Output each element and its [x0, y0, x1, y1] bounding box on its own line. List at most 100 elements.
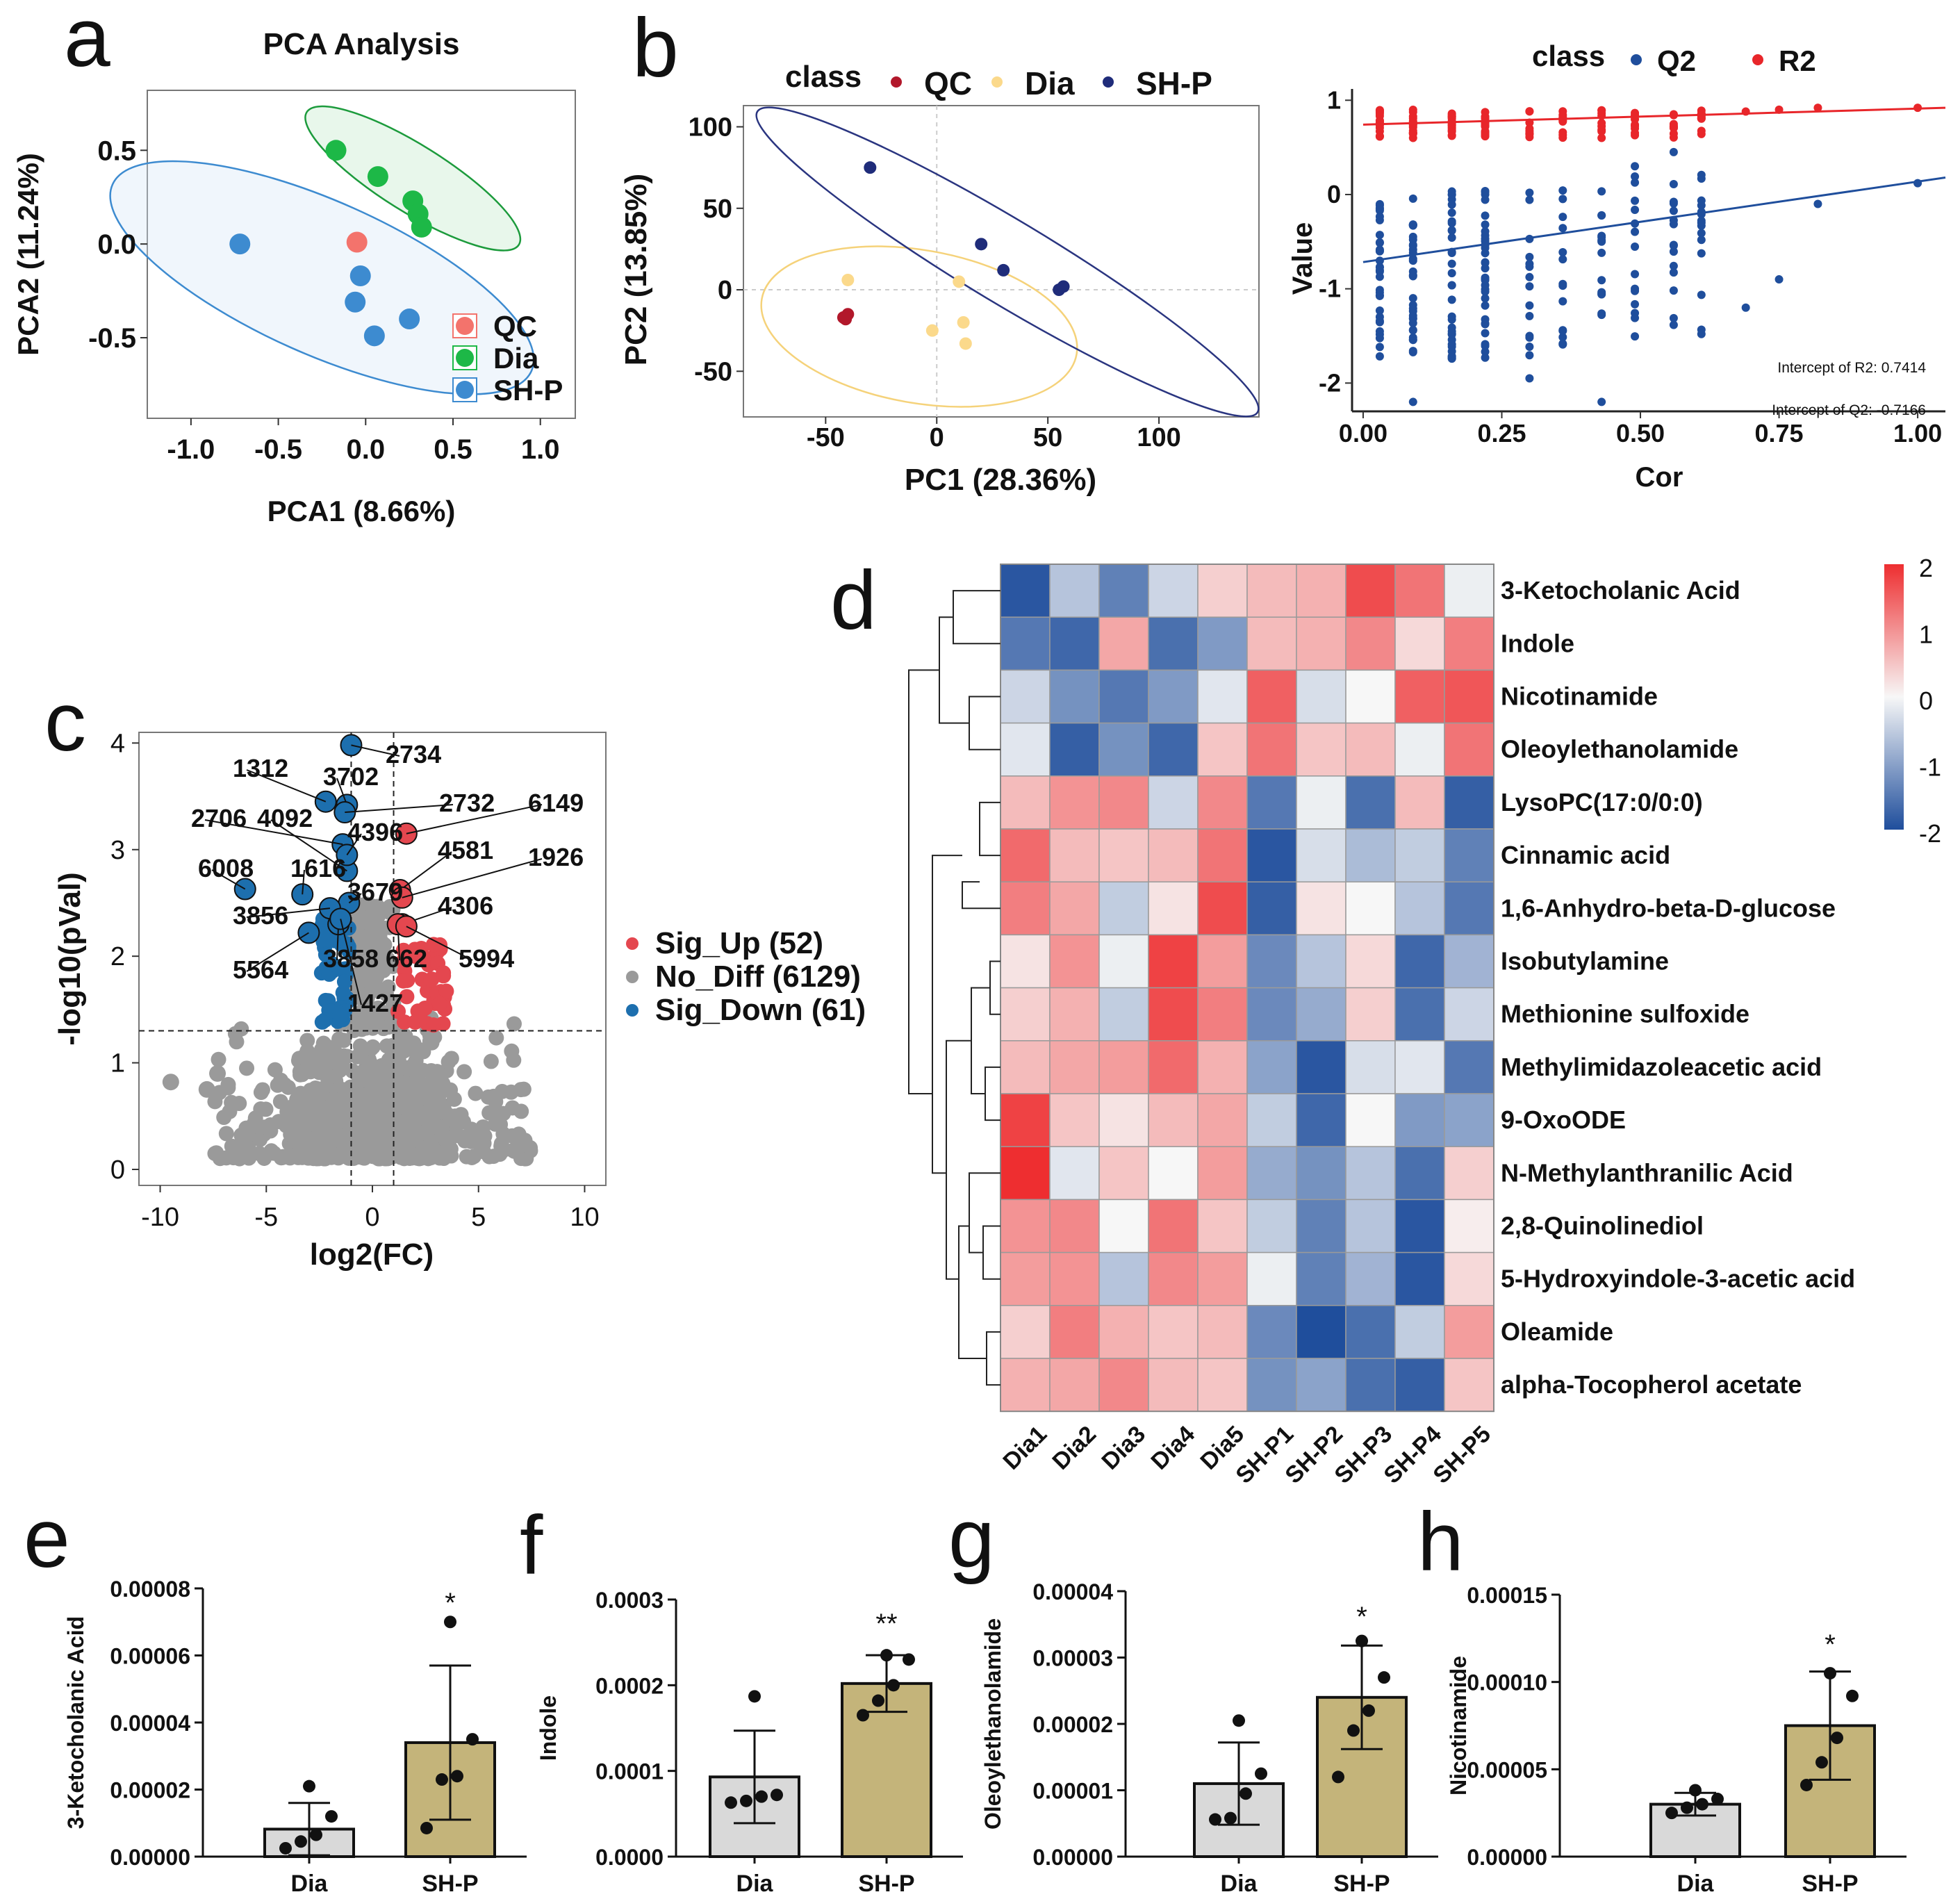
- heatmap-cell: [1345, 987, 1396, 1042]
- point-label-2732: 2732: [439, 789, 495, 817]
- point-no-diff: [198, 1080, 215, 1098]
- y-tick-label: 0.00002: [1032, 1712, 1113, 1737]
- dendrogram-branch: [971, 987, 990, 1094]
- point-dia: [841, 273, 855, 286]
- point-no-diff: [416, 1124, 432, 1140]
- heatmap-cell: [1098, 722, 1149, 777]
- column-label: Dia4: [1146, 1421, 1200, 1475]
- panel-letter-e: e: [24, 1492, 70, 1585]
- point-no-diff: [220, 1076, 236, 1092]
- heatmap-cell: [1394, 722, 1445, 777]
- q2-point: [1697, 329, 1706, 338]
- panel-h-bar: 0.00000 0.00005 0.00010 0.00015 Nicotinamide…: [1446, 1583, 1907, 1897]
- heatmap-cell: [1049, 616, 1100, 671]
- heatmap-cell: [1345, 881, 1396, 936]
- point-sig-up: [399, 989, 415, 1005]
- data-point: [1815, 1756, 1828, 1769]
- q2-point: [1631, 332, 1640, 341]
- q2-point: [1408, 245, 1417, 254]
- heatmap-cell: [1246, 669, 1297, 724]
- point-no-diff: [513, 1103, 529, 1119]
- heatmap-cell: [1197, 564, 1248, 618]
- q2-point: [1375, 238, 1384, 247]
- heatmap-cell: [1049, 1251, 1100, 1306]
- point-label-2706: 2706: [191, 804, 247, 832]
- y-tick-label: 0.00006: [110, 1644, 190, 1669]
- x-tick-label: -10: [141, 1203, 179, 1232]
- point-no-diff: [233, 1127, 249, 1143]
- q2-point: [1631, 162, 1640, 171]
- q2-point: [1481, 211, 1490, 220]
- data-point: [451, 1770, 463, 1783]
- x-tick-label: 50: [1033, 423, 1062, 452]
- row-label: Cinnamic acid: [1501, 841, 1670, 869]
- dendrogram-branch: [953, 590, 1000, 645]
- heatmap-cell: [1345, 934, 1396, 989]
- point-no-diff: [380, 979, 396, 995]
- y-tick-label: 0: [718, 276, 732, 305]
- point-no-diff: [463, 1121, 479, 1137]
- point-no-diff: [273, 1072, 289, 1088]
- q2-point: [1375, 263, 1384, 272]
- column-label: Dia2: [1047, 1421, 1101, 1475]
- heatmap-cell: [1345, 1093, 1396, 1147]
- heatmap-cell: [1296, 775, 1347, 830]
- x-tick-label: Dia: [1221, 1871, 1258, 1897]
- y-axis-label: Value: [1287, 222, 1318, 295]
- r2-point: [1669, 110, 1678, 119]
- point-dia: [925, 324, 939, 337]
- point-sh-p: [349, 265, 371, 287]
- point-no-diff: [504, 1043, 520, 1059]
- q2-point: [1631, 172, 1640, 181]
- heatmap-cell: [1148, 1199, 1199, 1253]
- panel-c-volcano: 2734 1312 3702 2732 6149 2706 4092 4396 6008 1616…: [53, 729, 866, 1272]
- q2-point: [1913, 179, 1922, 188]
- q2-point: [1631, 286, 1640, 295]
- heatmap-cell: [1049, 828, 1100, 882]
- point-no-diff: [283, 1099, 299, 1115]
- legend-marker-sig_down: [626, 1004, 639, 1017]
- q2-point: [1408, 347, 1417, 356]
- heatmap-cell: [1148, 1093, 1199, 1147]
- point-label-3702: 3702: [323, 762, 379, 791]
- y-tick-label: 0.00000: [110, 1845, 190, 1870]
- point-sh-p: [975, 238, 988, 251]
- y-tick-label: 100: [689, 113, 732, 142]
- q2-point: [1697, 290, 1706, 299]
- q2-point: [1481, 227, 1490, 236]
- row-label: Isobutylamine: [1501, 947, 1669, 976]
- point-no-diff: [435, 1126, 451, 1142]
- point-sig-up: [417, 1000, 433, 1016]
- r2-point: [1375, 131, 1384, 140]
- heatmap-cell: [1148, 828, 1199, 882]
- q2-point: [1408, 220, 1417, 229]
- y-axis-label: 3-Ketocholanic Acid: [63, 1616, 88, 1829]
- x-tick-label: Dia: [1677, 1871, 1715, 1897]
- heatmap-cell: [1049, 881, 1100, 936]
- q2-point: [1669, 261, 1678, 270]
- heatmap-cell: [1394, 1358, 1445, 1412]
- q2-point: [1669, 197, 1678, 206]
- x-tick-label: 0.5: [434, 434, 472, 465]
- q2-point: [1558, 327, 1567, 336]
- q2-point: [1481, 341, 1490, 350]
- point-sh-p: [997, 263, 1010, 277]
- q2-point: [1558, 186, 1567, 195]
- x-tick-label: -50: [807, 423, 845, 452]
- heatmap-cell: [1444, 775, 1494, 830]
- heatmap-cell: [1049, 987, 1100, 1042]
- q2-point: [1481, 274, 1490, 283]
- heatmap-cell: [1098, 987, 1149, 1042]
- q2-point: [1447, 342, 1456, 351]
- point-no-diff: [440, 1054, 456, 1070]
- point-label-4092: 4092: [257, 804, 313, 832]
- shp-ellipse: [755, 106, 1260, 418]
- point-no-diff: [379, 1108, 395, 1124]
- panel-letter-d: d: [830, 554, 877, 647]
- legend-label-sh-p: SH-P: [493, 374, 563, 406]
- point-dia: [411, 216, 432, 238]
- y-tick-label: 0.00010: [1467, 1670, 1547, 1695]
- scale-tick-label: -2: [1919, 819, 1941, 848]
- point-no-diff: [365, 1108, 381, 1124]
- heatmap-cell: [1148, 722, 1199, 777]
